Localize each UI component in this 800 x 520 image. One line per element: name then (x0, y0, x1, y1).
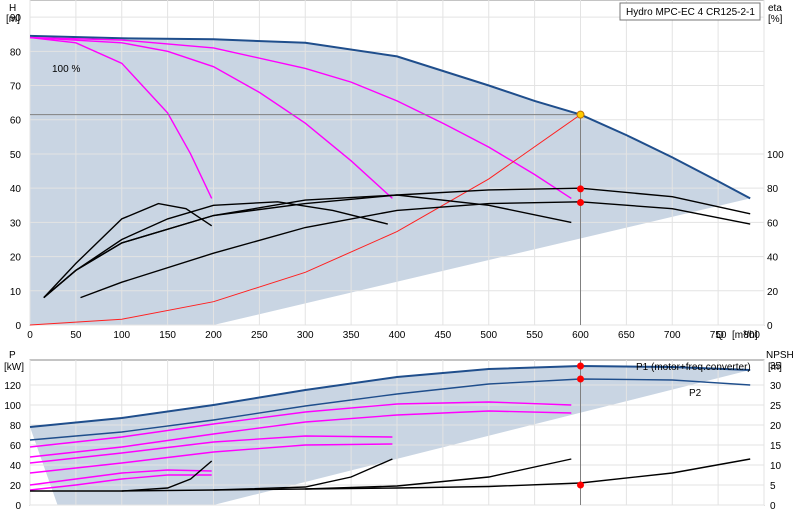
series-line-p-2pumps-a (29, 435, 393, 464)
eta-tick-label: 40 (767, 253, 779, 264)
npsh-tick-label: 10 (770, 461, 782, 472)
x-tick-label: 0 (27, 330, 33, 341)
y-tick-label: 50 (10, 150, 22, 161)
y-tick-label: 80 (10, 47, 22, 58)
npsh-tick-label: 5 (770, 481, 776, 492)
duty-marker (577, 199, 584, 207)
x-tick-label: 600 (572, 330, 589, 341)
y-tick-label: 40 (10, 184, 22, 195)
npsh-tick-label: 25 (770, 401, 782, 412)
x-tick-label: 250 (251, 330, 268, 341)
eta-tick-label: 80 (767, 184, 779, 195)
x-tick-label: 100 (113, 330, 130, 341)
series-line-qh-1pump (29, 36, 213, 199)
npsh-tick-label: 35 (770, 361, 782, 372)
series-line-p-2pumps-b (29, 443, 393, 474)
eta-axis-unit: [%] (768, 14, 783, 25)
p-tick-label: 120 (4, 381, 21, 392)
series-line-p2 (29, 378, 751, 441)
x-tick-label: 500 (480, 330, 497, 341)
series-line-npsh (30, 458, 751, 492)
operating-area (30, 35, 751, 326)
x-tick-label: 350 (343, 330, 360, 341)
series-line-qh-max (29, 34, 751, 200)
duty-marker (577, 185, 584, 193)
y-tick-label: 70 (10, 82, 22, 93)
x-tick-label: 650 (618, 330, 635, 341)
p-axis-label: P (9, 350, 16, 361)
series-line-eta-1pump (43, 202, 213, 299)
npsh-axis-label: NPSH (766, 350, 794, 361)
y-tick-label: 90 (10, 13, 22, 24)
duty-marker (576, 110, 585, 119)
title-box (619, 2, 761, 21)
eta-tick-label: 0 (767, 321, 773, 332)
p-tick-label: 40 (10, 461, 22, 472)
p-tick-label: 100 (4, 401, 21, 412)
npsh-tick-label: 20 (770, 421, 782, 432)
npsh-axis-unit: [m] (768, 362, 782, 373)
x-tick-label: 50 (70, 330, 82, 341)
p-tick-label: 20 (10, 481, 22, 492)
x-tick-label: 800 (743, 330, 760, 341)
series-line-npsh-2pumps (213, 458, 393, 491)
y-tick-label: 20 (10, 253, 22, 264)
series-line-qh-2pumps (29, 36, 393, 199)
x-tick-label: 450 (435, 330, 452, 341)
series-line-p1 (29, 364, 751, 428)
y-tick-label: 0 (15, 321, 21, 332)
series-line-p-1pump-a (29, 469, 212, 486)
series-line-p-3pumps-b (29, 410, 572, 458)
x-tick-label: 550 (526, 330, 543, 341)
y-tick-label: 10 (10, 287, 22, 298)
p-axis-unit: [kW] (4, 362, 24, 373)
eta-axis-label: eta (768, 3, 782, 14)
series-line-p-3pumps-a (29, 401, 572, 448)
y-tick-label: 60 (10, 116, 22, 127)
q-axis-unit: [m³/h] (732, 330, 758, 341)
x-tick-label: 400 (389, 330, 406, 341)
npsh-tick-label: 30 (770, 381, 782, 392)
duty-marker (577, 362, 584, 370)
series-line-eta-op (80, 201, 751, 299)
duty-marker (577, 375, 584, 383)
series-line-npsh-3pumps (305, 458, 572, 490)
series-line-qh-3pumps (29, 36, 572, 199)
x-tick-label: 700 (664, 330, 681, 341)
x-tick-label: 750 (710, 330, 727, 341)
chart-title: Hydro MPC-EC 4 CR125-2-1 (626, 7, 755, 18)
x-tick-label: 200 (205, 330, 222, 341)
h-axis-label: H (9, 3, 16, 14)
p-tick-label: 80 (10, 421, 22, 432)
speed-label: 100 % (52, 64, 80, 75)
q-axis-label: Q (716, 330, 724, 341)
series-line-system-curve (29, 114, 581, 326)
duty-marker (577, 481, 584, 489)
y-tick-label: 30 (10, 218, 22, 229)
p2-legend: P2 (689, 388, 702, 399)
power-npsh-chart: 0 20 40 60 80 100 120 0 5 10 15 20 25 30 35 P [kW] NPS… (4, 350, 794, 512)
p1-legend: P1 (motor+freq.converter) (636, 362, 751, 373)
qh-chart: 0 50 100 150 200 250 300 350 400 450 500 550 600 650 7… (6, 0, 784, 341)
series-line-p-1pump-b (29, 474, 212, 491)
npsh-tick-label: 15 (770, 441, 782, 452)
p-tick-label: 60 (10, 441, 22, 452)
npsh-tick-label: 0 (770, 501, 776, 512)
x-tick-label: 150 (159, 330, 176, 341)
p-tick-label: 0 (15, 501, 21, 512)
series-line-npsh-1pump (121, 460, 213, 492)
eta-tick-label: 60 (767, 218, 779, 229)
power-area (30, 366, 751, 505)
h-axis-unit: [m] (6, 14, 20, 25)
eta-tick-label: 100 (767, 150, 784, 161)
x-tick-label: 300 (297, 330, 314, 341)
eta-tick-label: 20 (767, 287, 779, 298)
